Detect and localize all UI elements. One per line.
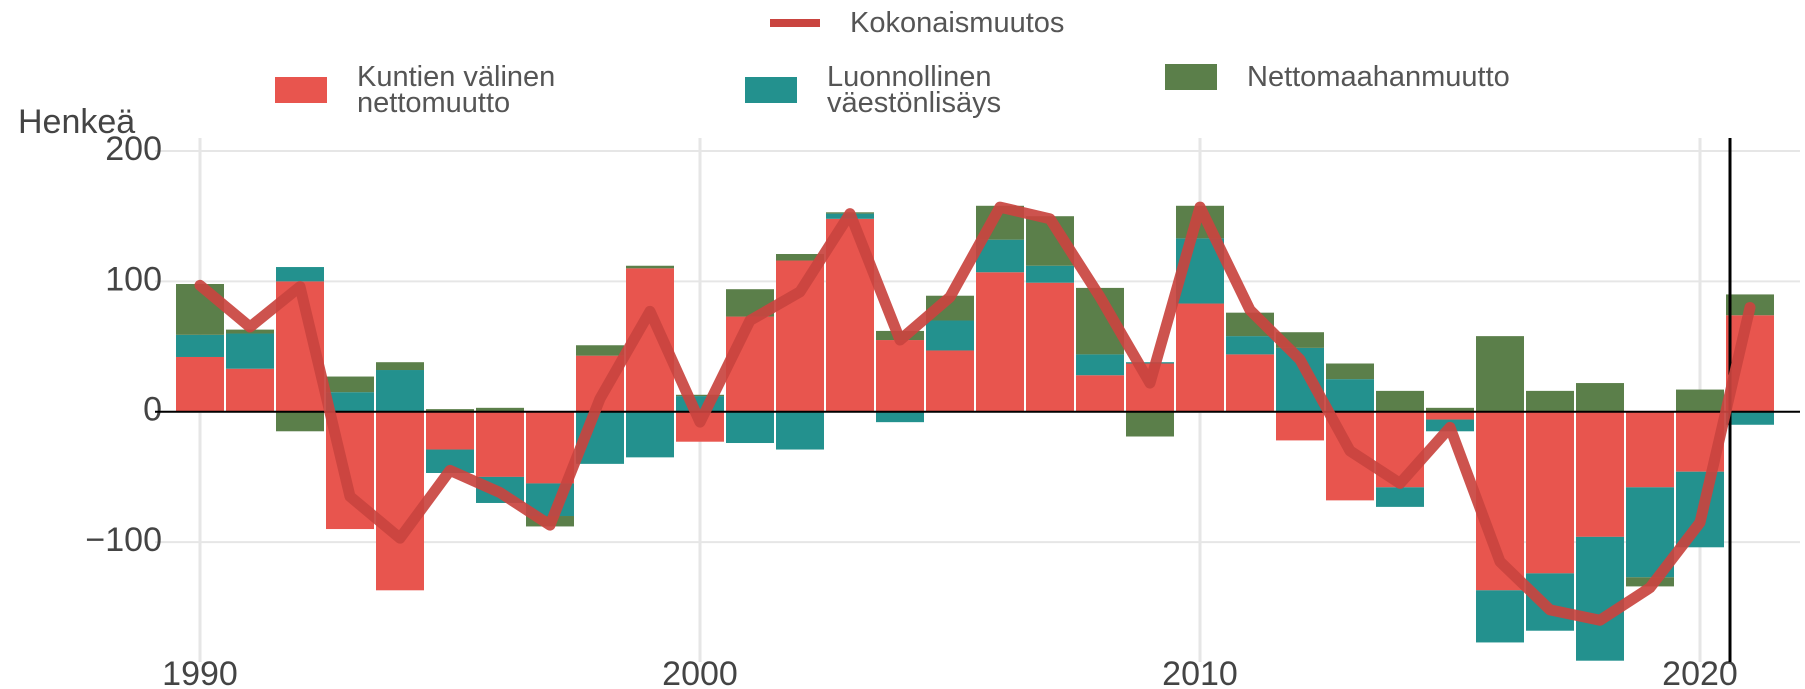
bar xyxy=(926,350,974,412)
bar xyxy=(1026,265,1074,283)
bar xyxy=(1326,379,1374,412)
legend-label: Nettomaahanmuutto xyxy=(1247,61,1510,93)
legend-swatch xyxy=(770,19,820,27)
bar xyxy=(376,370,424,412)
bar xyxy=(426,449,474,473)
bar xyxy=(1476,590,1524,643)
bar xyxy=(676,394,724,397)
bar xyxy=(1426,407,1474,412)
x-tick-label: 2000 xyxy=(662,655,738,689)
y-tick-label: 0 xyxy=(143,391,162,429)
bar xyxy=(576,345,624,356)
bar xyxy=(1476,336,1524,412)
legend-swatch xyxy=(745,77,797,103)
legend-item: Nettomaahanmuutto xyxy=(1165,61,1510,93)
bar xyxy=(1126,362,1174,364)
bar xyxy=(1076,354,1124,376)
bar xyxy=(276,267,324,282)
bar xyxy=(1526,411,1574,574)
bar xyxy=(876,411,924,423)
legend-label: Kuntien välinen nettomuutto xyxy=(357,61,556,119)
bar xyxy=(1626,411,1674,488)
bar xyxy=(776,254,824,261)
line xyxy=(194,201,1756,626)
legend-item: Kokonaismuutos xyxy=(770,7,1065,39)
bar xyxy=(1726,411,1774,425)
bar xyxy=(926,320,974,351)
legend-item: Kuntien välinen nettomuutto xyxy=(275,61,707,119)
bar xyxy=(1276,411,1324,441)
bar xyxy=(326,376,374,393)
bar xyxy=(1426,411,1474,420)
bar xyxy=(1226,336,1274,355)
y-axis-label: Henkeä xyxy=(18,103,135,141)
x-tick-label: 1990 xyxy=(162,655,238,689)
bar xyxy=(476,411,524,477)
bar xyxy=(1076,375,1124,412)
bar xyxy=(1026,282,1074,412)
x-tick-label: 2010 xyxy=(1162,655,1238,689)
y-tick-label: 100 xyxy=(105,260,162,298)
bar xyxy=(176,356,224,412)
y-tick-label: 200 xyxy=(105,130,162,168)
bar xyxy=(426,409,474,412)
bar xyxy=(1376,390,1424,412)
x-tick-label: 2020 xyxy=(1662,655,1738,689)
bar xyxy=(626,411,674,458)
bar xyxy=(176,334,224,357)
bar xyxy=(1676,389,1724,412)
bar xyxy=(1576,411,1624,537)
bar xyxy=(1526,573,1574,631)
bar xyxy=(376,411,424,591)
bar xyxy=(726,411,774,444)
bar xyxy=(426,411,474,450)
y-tick-label: −100 xyxy=(85,521,162,559)
bar xyxy=(1126,411,1174,437)
bar xyxy=(1576,536,1624,661)
bar xyxy=(1376,487,1424,507)
legend-item: Luonnollinen väestönlisäys xyxy=(745,61,1127,119)
legend-label: Kokonaismuutos xyxy=(850,7,1065,39)
bar xyxy=(476,407,524,412)
bar xyxy=(226,368,274,412)
bar xyxy=(1176,303,1224,412)
bar xyxy=(626,265,674,269)
bar xyxy=(226,333,274,369)
bar xyxy=(1326,363,1374,380)
bar xyxy=(376,362,424,371)
bar xyxy=(1576,383,1624,412)
legend-swatch xyxy=(275,77,327,103)
bar xyxy=(876,340,924,412)
bar xyxy=(326,392,374,412)
bar xyxy=(1526,390,1574,412)
bar xyxy=(776,411,824,450)
legend-label: Luonnollinen väestönlisäys xyxy=(827,61,1002,119)
legend-swatch xyxy=(1165,64,1217,90)
bar xyxy=(1226,354,1274,412)
bar xyxy=(976,272,1024,412)
bar xyxy=(276,411,324,432)
